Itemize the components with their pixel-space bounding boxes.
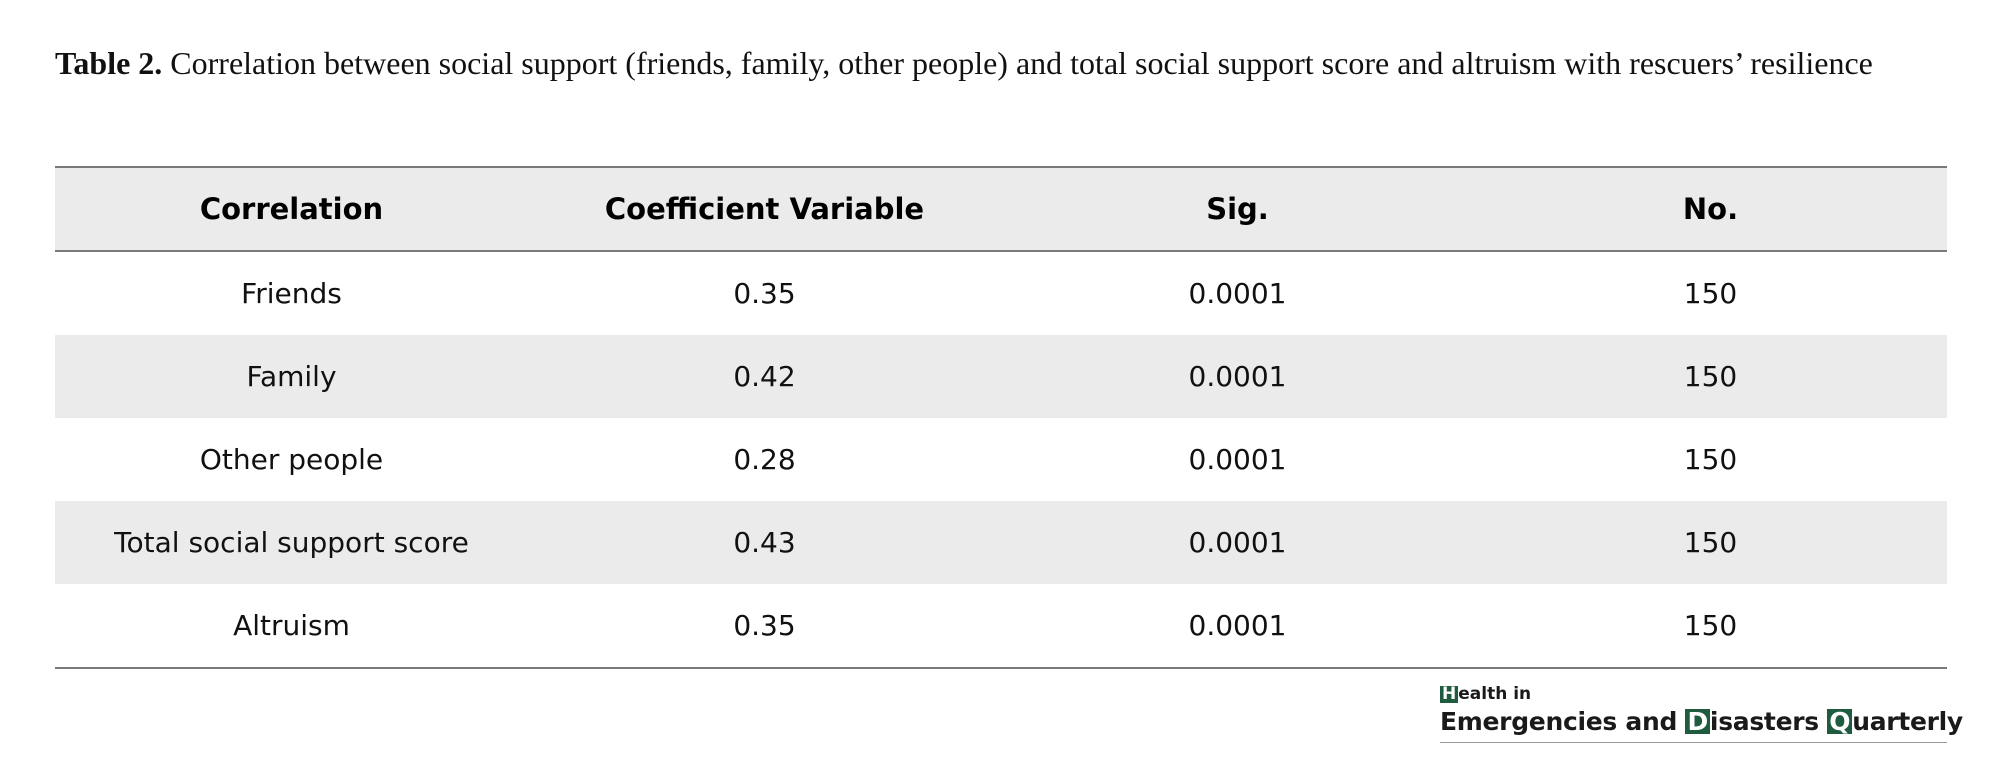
journal-logo-line2: Emergencies and Disasters Quarterly bbox=[1440, 707, 1963, 736]
logo-underline bbox=[1440, 742, 1947, 743]
cell-correlation: Friends bbox=[241, 277, 342, 310]
logo-q-initial: Q bbox=[1827, 707, 1853, 736]
table-row: Friends 0.35 0.0001 150 bbox=[55, 251, 1947, 335]
table-row: Total social support score 0.43 0.0001 1… bbox=[55, 501, 1947, 584]
correlation-table-container: Correlation Coefficient Variable Sig. No… bbox=[55, 166, 1947, 669]
table-caption: Table 2. Correlation between social supp… bbox=[55, 40, 1947, 86]
table-row: Other people 0.28 0.0001 150 bbox=[55, 418, 1947, 501]
cell-no: 150 bbox=[1683, 360, 1738, 393]
logo-h-initial: H bbox=[1440, 684, 1459, 704]
header-correlation: Correlation bbox=[199, 192, 384, 226]
cell-no: 150 bbox=[1683, 609, 1738, 642]
cell-correlation: Family bbox=[246, 360, 337, 393]
cell-coefficient: 0.43 bbox=[733, 526, 796, 559]
cell-no: 150 bbox=[1683, 526, 1738, 559]
table-caption-label: Table 2. bbox=[55, 45, 163, 81]
cell-coefficient: 0.35 bbox=[733, 277, 796, 310]
table-row: Altruism 0.35 0.0001 150 bbox=[55, 584, 1947, 668]
logo-line1-text: ealth in bbox=[1458, 684, 1532, 704]
header-no: No. bbox=[1682, 192, 1739, 226]
cell-sig: 0.0001 bbox=[1188, 277, 1287, 310]
header-sig: Sig. bbox=[1206, 192, 1269, 226]
cell-correlation: Other people bbox=[199, 443, 384, 476]
correlation-table: Correlation Coefficient Variable Sig. No… bbox=[55, 166, 1947, 669]
table-row: Family 0.42 0.0001 150 bbox=[55, 335, 1947, 418]
cell-sig: 0.0001 bbox=[1188, 443, 1287, 476]
logo-d-initial: D bbox=[1685, 707, 1710, 736]
table-header-row: Correlation Coefficient Variable Sig. No… bbox=[55, 167, 1947, 251]
cell-no: 150 bbox=[1683, 277, 1738, 310]
logo-word-quarterly: uarterly bbox=[1852, 707, 1963, 736]
cell-no: 150 bbox=[1683, 443, 1738, 476]
logo-word-emergencies: Emergencies and bbox=[1440, 707, 1686, 736]
cell-correlation: Total social support score bbox=[114, 526, 469, 559]
cell-sig: 0.0001 bbox=[1188, 609, 1287, 642]
logo-word-disasters: isasters bbox=[1709, 707, 1828, 736]
cell-coefficient: 0.35 bbox=[733, 609, 796, 642]
cell-coefficient: 0.42 bbox=[733, 360, 796, 393]
cell-coefficient: 0.28 bbox=[733, 443, 796, 476]
table-caption-text: Correlation between social support (frie… bbox=[162, 45, 1873, 81]
header-coefficient-variable: Coefficient Variable bbox=[604, 192, 925, 226]
cell-sig: 0.0001 bbox=[1188, 526, 1287, 559]
cell-correlation: Altruism bbox=[233, 609, 350, 642]
cell-sig: 0.0001 bbox=[1188, 360, 1287, 393]
